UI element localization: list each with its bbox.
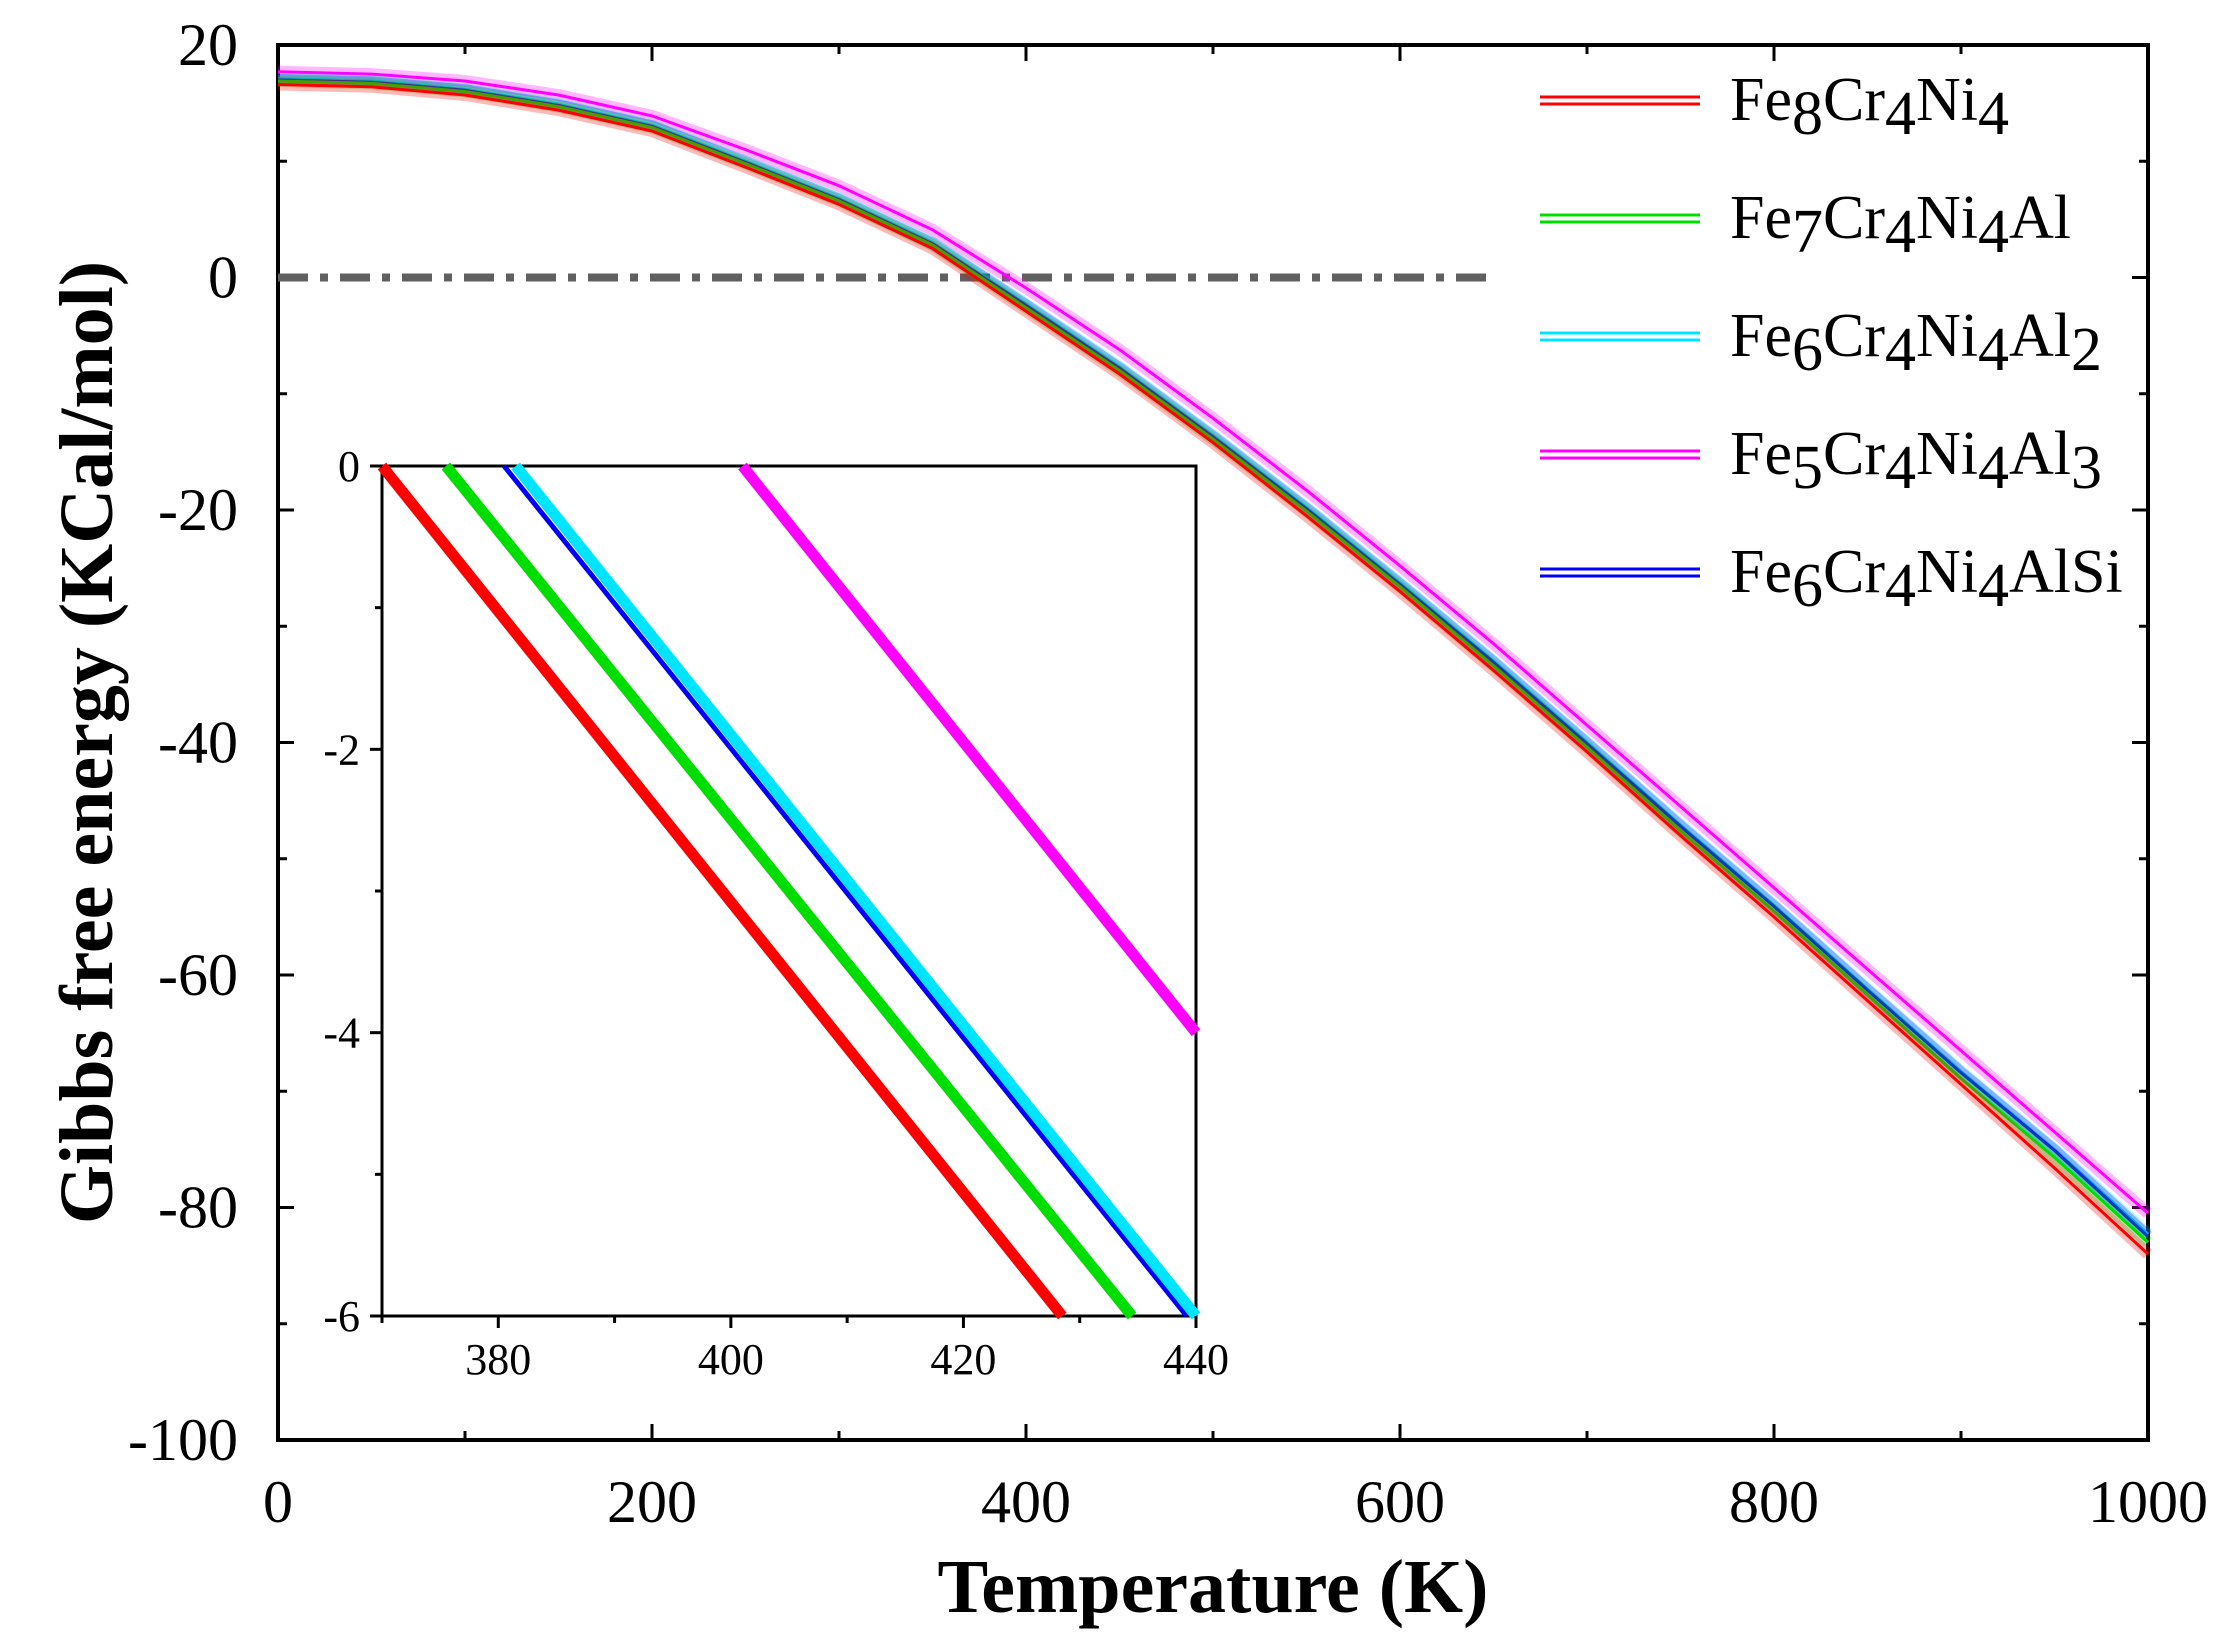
inset-plot: 380 400 420 440 0 -2 -4 -6	[323, 442, 1229, 1384]
x-tick-label: 200	[607, 1469, 697, 1535]
inset-x-tick-label: 400	[698, 1335, 764, 1384]
legend-label-part: 6	[1792, 552, 1823, 620]
legend-label-part: AlSi	[2009, 538, 2123, 606]
y-tick-label: -80	[158, 1175, 238, 1241]
legend-label-part: Al	[2009, 420, 2071, 488]
inset-series-line-fe7cr4ni4al	[441, 462, 1137, 1320]
legend-label-part: 4	[1885, 316, 1916, 384]
x-axis-title: Temperature (K)	[938, 1545, 1489, 1629]
legend-label-part: 4	[1978, 552, 2009, 620]
legend-label-part: Fe	[1730, 302, 1792, 370]
y-tick-label: 0	[208, 245, 238, 311]
legend-label-part: 4	[1885, 198, 1916, 266]
legend-label-part: Fe	[1730, 66, 1792, 134]
legend-label-part: Cr	[1823, 184, 1885, 252]
x-tick-label: 400	[981, 1469, 1071, 1535]
legend-label-part: 2	[2071, 316, 2102, 384]
legend-label-part: 4	[1885, 80, 1916, 148]
legend-label-part: 4	[1885, 434, 1916, 502]
y-tick-label: 20	[178, 12, 238, 78]
y-tick-label: -60	[158, 942, 238, 1008]
legend-label-fe6cr4ni4al2: Fe6Cr4Ni4Al2	[1730, 302, 2102, 384]
legend-label-part: 8	[1792, 80, 1823, 148]
legend-label-part: Cr	[1823, 420, 1885, 488]
legend-label-fe8cr4ni4: Fe8Cr4Ni4	[1730, 66, 2009, 148]
x-tick-label: 0	[263, 1469, 293, 1535]
legend-label-part: 6	[1792, 316, 1823, 384]
inset-x-tick-label: 440	[1163, 1335, 1229, 1384]
legend-label-part: Cr	[1823, 538, 1885, 606]
main-plot: 0 200 400 600 800 1000200-20-40-60-80-100Temp…	[45, 12, 2208, 1629]
legend-label-part: 4	[1978, 198, 2009, 266]
legend-label-part: Ni	[1916, 420, 1978, 488]
legend-label-part: 4	[1978, 434, 2009, 502]
inset-series-line-fe8cr4ni4	[377, 462, 1067, 1320]
inset-series-line-fe6cr4ni4alsi	[502, 464, 1189, 1318]
legend-label-fe6cr4ni4alsi: Fe6Cr4Ni4AlSi	[1730, 538, 2123, 620]
legend-label-part: Al	[2009, 302, 2071, 370]
y-tick-label: -100	[128, 1407, 238, 1473]
legend-label-part: Fe	[1730, 420, 1792, 488]
legend-label-part: Ni	[1916, 302, 1978, 370]
legend-label-part: 4	[1978, 80, 2009, 148]
legend-label-part: 4	[1978, 316, 2009, 384]
legend-label-part: Ni	[1916, 66, 1978, 134]
inset-x-tick-label: 420	[930, 1335, 996, 1384]
legend-label-part: Fe	[1730, 184, 1792, 252]
legend-label-part: 3	[2071, 434, 2102, 502]
legend-label-fe7cr4ni4al: Fe7Cr4Ni4Al	[1730, 184, 2071, 266]
series-line-fe7cr4ni4al	[277, 79, 2150, 1244]
legend-label-part: Cr	[1823, 66, 1885, 134]
y-tick-label: -20	[158, 477, 238, 543]
legend-label-part: Cr	[1823, 302, 1885, 370]
inset-series-line-fe5cr4ni4al3	[738, 462, 1201, 1037]
inset-y-tick-label: -2	[323, 725, 360, 774]
series-line-fe5cr4ni4al3	[277, 70, 2149, 1215]
x-tick-label: 1000	[2088, 1469, 2208, 1535]
inset-x-tick-label: 380	[465, 1335, 531, 1384]
y-tick-label: -40	[158, 710, 238, 776]
legend: Fe8Cr4Ni4Fe7Cr4Ni4AlFe6Cr4Ni4Al2Fe5Cr4Ni…	[1540, 66, 2123, 620]
legend-label-part: Fe	[1730, 538, 1792, 606]
inset-y-tick-label: -4	[323, 1009, 360, 1058]
y-axis-title: Gibbs free energy (KCal/mol)	[45, 261, 129, 1224]
legend-label-part: 4	[1885, 552, 1916, 620]
legend-label-part: Al	[2009, 184, 2071, 252]
legend-label-fe5cr4ni4al3: Fe5Cr4Ni4Al3	[1730, 420, 2102, 502]
legend-label-part: Ni	[1916, 538, 1978, 606]
legend-label-part: Ni	[1916, 184, 1978, 252]
x-tick-label: 800	[1729, 1469, 1819, 1535]
inset-series-line-fe6cr4ni4al2	[511, 462, 1201, 1320]
series-line-fe8cr4ni4	[277, 83, 2150, 1256]
legend-label-part: 7	[1792, 198, 1823, 266]
legend-label-part: 5	[1792, 434, 1823, 502]
inset-y-tick-label: 0	[338, 442, 360, 491]
inset-y-tick-label: -6	[323, 1292, 360, 1341]
x-tick-label: 600	[1355, 1469, 1445, 1535]
